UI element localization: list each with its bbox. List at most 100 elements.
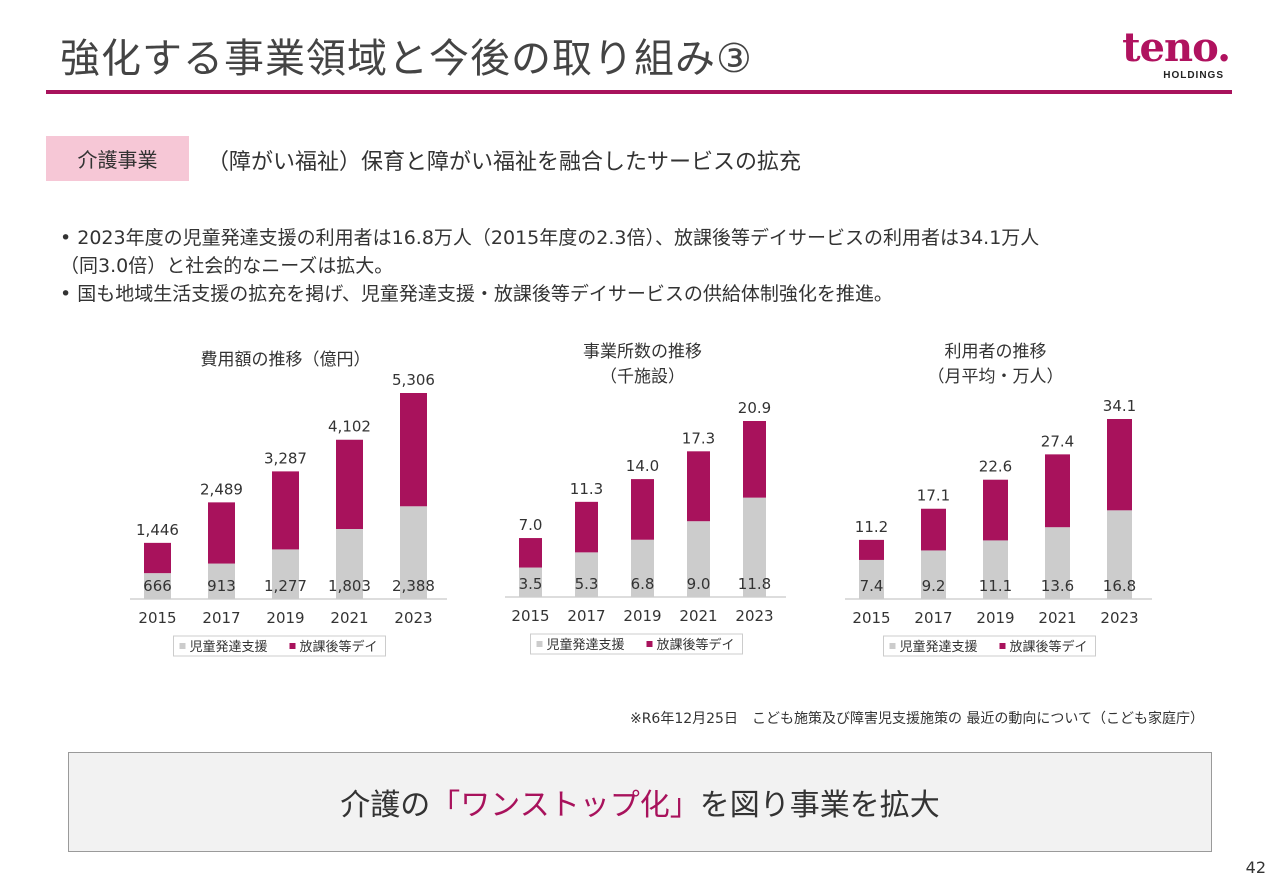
bar-segment-放課後等デイ <box>1045 454 1070 528</box>
legend-swatch-放課後等デイ <box>289 643 296 649</box>
bar-segment-児童発達支援 <box>400 506 427 599</box>
legend-label-放課後等デイ: 放課後等デイ <box>300 639 378 655</box>
bar-segment-放課後等デイ <box>687 451 710 522</box>
category-tag: 介護事業 <box>46 136 189 181</box>
bar-segment-児童発達支援 <box>519 567 542 597</box>
data-label-total: 3,287 <box>264 449 307 467</box>
bar-segment-放課後等デイ <box>336 439 363 530</box>
title-divider <box>46 90 1232 94</box>
legend-label-児童発達支援: 児童発達支援 <box>547 637 625 653</box>
category-description: （障がい福祉）保育と障がい福祉を融合したサービスの拡充 <box>207 150 802 175</box>
x-tick-label: 2019 <box>266 609 304 627</box>
bar-segment-児童発達支援 <box>336 529 363 599</box>
legend-swatch-放課後等デイ <box>999 643 1006 649</box>
data-label-児童発達支援: 7.4 <box>860 577 884 595</box>
data-label-total: 22.6 <box>979 458 1012 476</box>
bar-segment-放課後等デイ <box>743 421 766 498</box>
chart-facilities: 事業所数の推移 （千施設） 3.5 7.0 2015 5.3 11.3 2017 6.8 14.0… <box>500 335 800 665</box>
data-label-児童発達支援: 11.1 <box>979 577 1012 595</box>
x-tick-label: 2019 <box>623 607 661 625</box>
bar-segment-児童発達支援 <box>144 573 171 599</box>
data-label-児童発達支援: 666 <box>143 577 172 595</box>
x-tick-label: 2017 <box>567 607 605 625</box>
x-tick-label: 2023 <box>1100 609 1138 627</box>
data-label-児童発達支援: 1,803 <box>328 577 371 595</box>
legend-label-放課後等デイ: 放課後等デイ <box>657 637 735 653</box>
data-label-児童発達支援: 13.6 <box>1041 577 1074 595</box>
x-tick-label: 2015 <box>511 607 549 625</box>
data-label-total: 1,446 <box>136 521 179 539</box>
logo-subtitle: HOLDINGS <box>1163 70 1224 81</box>
data-label-total: 11.2 <box>855 518 888 536</box>
data-label-total: 11.3 <box>570 480 603 498</box>
data-label-児童発達支援: 9.2 <box>922 577 946 595</box>
conclusion-suffix: を図り事業を拡大 <box>699 788 940 823</box>
bar-segment-児童発達支援 <box>1045 527 1070 599</box>
data-label-total: 14.0 <box>626 457 659 475</box>
conclusion-box: 介護の 「ワンストップ化」 を図り事業を拡大 <box>68 752 1212 852</box>
bar-segment-放課後等デイ <box>400 393 427 507</box>
bullet-list: • 2023年度の児童発達支援の利用者は16.8万人（2015年度の2.3倍）、… <box>60 224 1240 308</box>
data-label-total: 20.9 <box>738 399 771 417</box>
data-label-児童発達支援: 1,277 <box>264 577 307 595</box>
legend-label-児童発達支援: 児童発達支援 <box>190 639 268 655</box>
legend-swatch-児童発達支援 <box>536 641 543 647</box>
conclusion-prefix: 介護の <box>340 788 431 823</box>
bar-segment-児童発達支援 <box>921 550 946 599</box>
bullet-item-continuation: （同3.0倍）と社会的なニーズは拡大。 <box>60 255 394 277</box>
chart-subtitle: （月平均・万人） <box>928 367 1064 387</box>
data-label-total: 2,489 <box>200 480 243 498</box>
x-tick-label: 2015 <box>138 609 176 627</box>
bar-segment-放課後等デイ <box>921 508 946 551</box>
bar-segment-放課後等デイ <box>983 479 1008 541</box>
data-label-児童発達支援: 3.5 <box>519 575 543 593</box>
bar-segment-児童発達支援 <box>631 539 654 597</box>
x-tick-label: 2023 <box>735 607 773 625</box>
bar-segment-放課後等デイ <box>631 479 654 540</box>
data-label-児童発達支援: 9.0 <box>687 575 711 593</box>
legend-label-児童発達支援: 児童発達支援 <box>900 639 978 655</box>
chart-users: 利用者の推移 （月平均・万人） 7.4 11.2 2015 9.2 17.1 2017 11.1… <box>840 335 1160 665</box>
x-tick-label: 2021 <box>679 607 717 625</box>
legend-swatch-児童発達支援 <box>179 643 186 649</box>
data-label-児童発達支援: 2,388 <box>392 577 435 595</box>
chart-legend: 児童発達支援 放課後等デイ <box>883 635 1096 657</box>
data-label-児童発達支援: 6.8 <box>631 575 655 593</box>
legend-label-放課後等デイ: 放課後等デイ <box>1010 639 1088 655</box>
bar-segment-児童発達支援 <box>743 497 766 597</box>
bar-segment-児童発達支援 <box>1107 510 1132 599</box>
company-logo: teno. HOLDINGS <box>1122 24 1231 84</box>
bar-segment-放課後等デイ <box>208 502 235 564</box>
x-tick-label: 2015 <box>852 609 890 627</box>
page-number: 42 <box>1245 858 1266 877</box>
legend-swatch-児童発達支援 <box>889 643 896 649</box>
bar-segment-児童発達支援 <box>208 563 235 599</box>
logo-wordmark: teno. <box>1122 24 1231 71</box>
data-label-児童発達支援: 16.8 <box>1103 577 1136 595</box>
x-tick-label: 2017 <box>914 609 952 627</box>
legend-frame <box>530 633 743 655</box>
chart-legend: 児童発達支援 放課後等デイ <box>173 635 386 657</box>
bar-segment-放課後等デイ <box>519 538 542 568</box>
x-tick-label: 2019 <box>976 609 1014 627</box>
legend-frame <box>173 635 386 657</box>
bar-segment-児童発達支援 <box>983 540 1008 599</box>
data-label-児童発達支援: 913 <box>207 577 236 595</box>
bar-segment-児童発達支援 <box>687 521 710 597</box>
chart-facilities-svg: 事業所数の推移 （千施設） 3.5 7.0 2015 5.3 11.3 2017 6.8 14.0… <box>505 342 786 655</box>
chart-cost-svg: 費用額の推移（億円） 666 1,446 2015 913 2,489 2017 1,277 3… <box>130 350 447 657</box>
bar-segment-放課後等デイ <box>144 542 171 574</box>
data-label-total: 17.3 <box>682 429 715 447</box>
data-label-total: 34.1 <box>1103 397 1136 415</box>
x-tick-label: 2021 <box>330 609 368 627</box>
bar-segment-放課後等デイ <box>859 539 884 560</box>
data-label-total: 4,102 <box>328 418 371 436</box>
data-label-児童発達支援: 5.3 <box>575 575 599 593</box>
source-note: ※R6年12月25日 こども施策及び障害児支援施策の 最近の動向について（こども… <box>629 711 1204 727</box>
data-label-total: 17.1 <box>917 487 950 505</box>
chart-title: 費用額の推移（億円） <box>201 350 371 370</box>
chart-title: 事業所数の推移 <box>583 342 702 362</box>
legend-swatch-放課後等デイ <box>646 641 653 647</box>
bar-segment-児童発達支援 <box>575 552 598 597</box>
data-label-児童発達支援: 11.8 <box>738 575 771 593</box>
